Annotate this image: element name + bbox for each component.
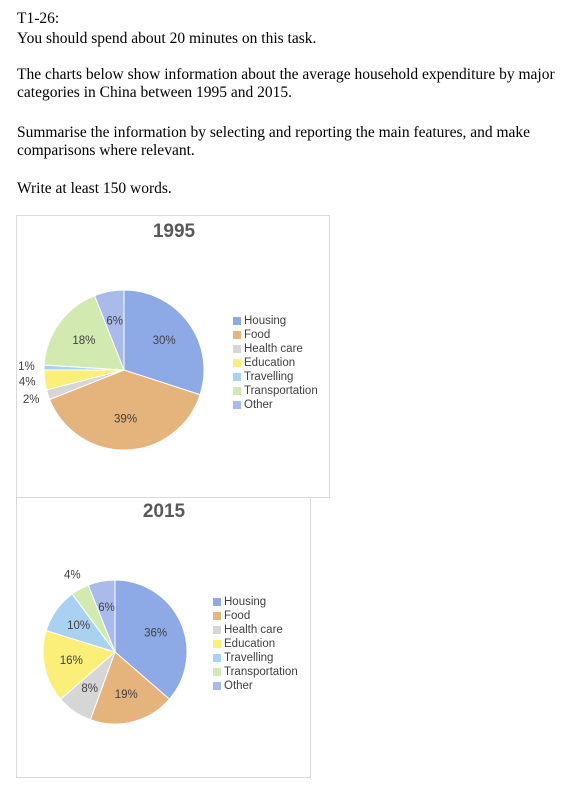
pie-slice (43, 294, 125, 371)
legend-swatch (233, 373, 241, 381)
data-label: 4% (64, 569, 81, 581)
pie-slice (48, 369, 201, 451)
legend-label: Education (244, 357, 296, 369)
legend-swatch (233, 317, 241, 325)
legend: Housing Food Health care Education Travellin… (233, 314, 319, 412)
legend-item: Education (233, 356, 319, 370)
legend-label: Health care (244, 343, 303, 355)
legend-item: Travelling (213, 651, 299, 665)
data-label: 36% (144, 627, 167, 639)
legend-label: Transportation (224, 666, 298, 678)
legend-swatch (213, 654, 221, 662)
legend-item: Other (233, 398, 319, 412)
chart-title: 2015 (143, 501, 186, 522)
legend-item: Food (213, 609, 299, 623)
legend-label: Food (224, 610, 251, 622)
pie-slice (87, 579, 116, 653)
data-label: 1% (18, 361, 35, 373)
legend-item: Travelling (233, 370, 319, 384)
legend-swatch (233, 331, 241, 339)
legend-swatch (213, 626, 221, 634)
chart-frame: 1995 30% 39% 18% 6% 1% 4% 2% Housing Food Health c… (16, 215, 330, 498)
pie-slice (123, 289, 205, 396)
legend-item: Transportation (213, 665, 299, 679)
legend-label: Travelling (224, 652, 274, 664)
legend-item: Other (213, 679, 299, 693)
data-label: 4% (19, 376, 36, 388)
legend-swatch (213, 682, 221, 690)
legend-item: Education (213, 637, 299, 651)
legend-label: Travelling (244, 371, 294, 383)
legend-item: Housing (213, 595, 299, 609)
legend-swatch (213, 612, 221, 620)
word-count: Write at least 150 words. (17, 180, 172, 197)
pie-slice (42, 629, 117, 700)
time-note: You should spend about 20 minutes on thi… (17, 30, 317, 47)
chart-frame: 2015 36% 19% 8% 16% 10% 6% 4% Housing Food Health … (16, 497, 311, 778)
legend-label: Education (224, 638, 276, 650)
legend-label: Other (244, 399, 273, 411)
legend-item: Housing (233, 314, 319, 328)
legend-swatch (233, 345, 241, 353)
task-id: T1-26: (17, 10, 60, 27)
pie-slice (89, 651, 171, 725)
legend-item: Food (233, 328, 319, 342)
legend-swatch (213, 640, 221, 648)
data-label: 30% (153, 335, 176, 347)
legend-swatch (213, 668, 221, 676)
legend-label: Housing (224, 596, 267, 608)
pie-slice (93, 289, 125, 371)
legend-label: Transportation (244, 385, 318, 397)
pie-chart: 1995 30% 39% 18% 6% 1% 4% 2% (18, 221, 205, 451)
legend-swatch (213, 598, 221, 606)
legend-item: Health care (233, 342, 319, 356)
legend-swatch (233, 401, 241, 409)
pie-chart: 2015 36% 19% 8% 16% 10% 6% 4% (42, 501, 188, 725)
legend-label: Food (244, 329, 271, 341)
data-label: 18% (72, 335, 95, 347)
data-label: 8% (81, 683, 98, 695)
legend-swatch (233, 359, 241, 367)
legend-label: Other (224, 680, 253, 692)
legend-item: Health care (213, 623, 299, 637)
legend-label: Health care (224, 624, 283, 636)
prompt: The charts below show information about … (17, 66, 555, 101)
legend-swatch (233, 387, 241, 395)
instructions: Summarise the information by selecting a… (17, 124, 531, 159)
data-label: 6% (98, 602, 115, 614)
data-label: 16% (60, 655, 83, 667)
data-label: 2% (23, 394, 40, 406)
data-label: 19% (115, 689, 138, 701)
chart-title: 1995 (153, 221, 196, 242)
legend-label: Housing (244, 315, 287, 327)
legend-item: Transportation (233, 384, 319, 398)
pie-slice (114, 579, 188, 700)
data-label: 6% (106, 315, 123, 327)
legend: Housing Food Health care Education Travellin… (213, 595, 299, 693)
data-label: 10% (67, 620, 90, 632)
data-label: 39% (114, 414, 137, 426)
